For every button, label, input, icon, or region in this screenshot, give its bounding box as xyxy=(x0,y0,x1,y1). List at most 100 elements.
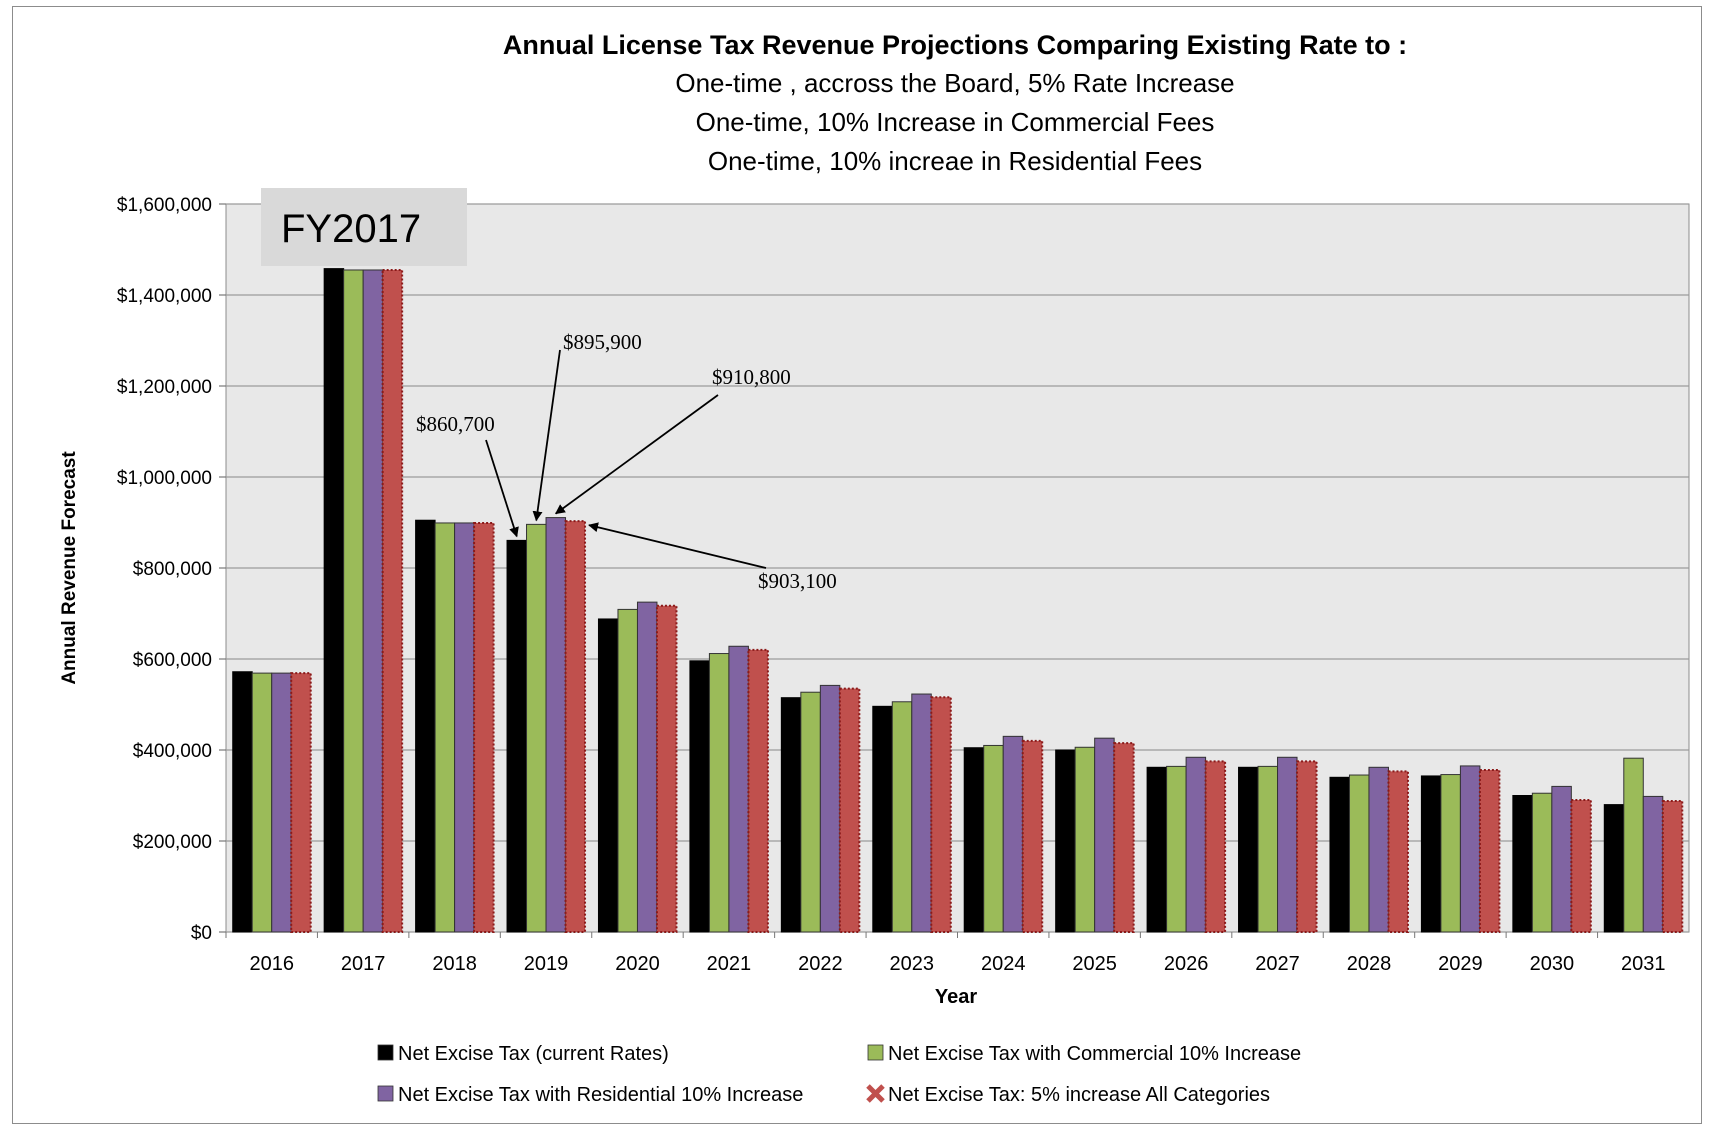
bar xyxy=(415,519,436,933)
bar xyxy=(1055,749,1076,933)
bar xyxy=(1420,775,1442,933)
bar xyxy=(1094,737,1115,933)
bar xyxy=(1348,774,1370,933)
bar xyxy=(708,653,730,933)
bar xyxy=(1329,776,1350,933)
x-tick-label: 2020 xyxy=(615,953,660,975)
bar xyxy=(323,268,345,933)
bar xyxy=(545,517,567,933)
legend-swatch-stroke xyxy=(866,1084,885,1103)
bar xyxy=(872,705,893,933)
x-tick-label: 2024 xyxy=(981,953,1026,975)
bar xyxy=(911,693,932,933)
x-tick-label: 2026 xyxy=(1164,953,1209,975)
x-tick-label: 2016 xyxy=(249,953,294,975)
legend-label: Net Excise Tax with Commercial 10% Incre… xyxy=(888,1043,1301,1065)
bar xyxy=(1296,760,1318,933)
bar xyxy=(636,601,658,933)
bar xyxy=(930,696,952,933)
bar xyxy=(454,522,475,933)
bar xyxy=(728,645,749,933)
legend-label: Net Excise Tax (current Rates) xyxy=(398,1043,669,1065)
bar xyxy=(1387,770,1409,934)
bar xyxy=(362,269,384,933)
annotation-label: $860,700 xyxy=(416,412,495,436)
x-axis-ticks: 2016 2017 2018 2019 2020 2021 2022 2023 2024 2025… xyxy=(225,932,1666,975)
bar xyxy=(473,521,495,934)
x-tick-label: 2028 xyxy=(1347,953,1392,975)
bar xyxy=(564,520,587,933)
legend-label: Net Excise Tax with Residential 10% Incr… xyxy=(398,1084,803,1106)
y-axis-label: Annual Revenue Forecast xyxy=(59,451,80,685)
bar xyxy=(1146,766,1168,933)
bar xyxy=(1551,785,1572,933)
legend-swatch xyxy=(867,1044,884,1061)
x-axis-label: Year xyxy=(935,986,977,1008)
bar xyxy=(1661,799,1684,934)
y-tick-label: $1,200,000 xyxy=(117,377,212,398)
bar xyxy=(1204,760,1227,933)
legend-label: Net Excise Tax: 5% increase All Categori… xyxy=(888,1084,1270,1106)
bar xyxy=(290,672,312,933)
bar xyxy=(1459,765,1481,933)
y-tick-label: $1,000,000 xyxy=(117,468,212,489)
bar xyxy=(506,539,528,933)
legend-swatch xyxy=(866,1084,885,1103)
bar xyxy=(343,269,364,933)
x-tick-label: 2021 xyxy=(707,953,752,975)
bar xyxy=(251,672,273,933)
bar xyxy=(232,671,253,933)
bar xyxy=(838,687,861,934)
bar xyxy=(1002,735,1024,933)
y-tick-label: $0 xyxy=(191,923,212,944)
fy2017-callout-box xyxy=(261,188,467,266)
x-tick-label: 2019 xyxy=(524,953,569,975)
bar xyxy=(617,608,638,933)
y-axis-ticks: $0 $200,000 $400,000 $600,000 $800,000 $1,000… xyxy=(117,195,226,944)
annotation-arrow xyxy=(554,394,719,515)
chart-title: Annual License Tax Revenue Projections C… xyxy=(503,30,1407,176)
title-line-1: Annual License Tax Revenue Projections C… xyxy=(503,30,1407,60)
bar xyxy=(1185,756,1207,933)
bar xyxy=(1074,746,1096,933)
bar xyxy=(963,747,985,933)
bar xyxy=(1021,739,1044,934)
y-tick-label: $1,400,000 xyxy=(117,286,212,307)
bar xyxy=(1512,795,1533,933)
bar xyxy=(1238,766,1259,933)
x-tick-label: 2025 xyxy=(1072,953,1117,975)
bar xyxy=(1623,757,1644,933)
x-tick-label: 2017 xyxy=(341,953,386,975)
bar xyxy=(381,268,404,934)
title-line-4: One-time, 10% increae in Residential Fee… xyxy=(708,146,1202,176)
bar xyxy=(597,618,619,933)
x-tick-label: 2029 xyxy=(1438,953,1483,975)
bar xyxy=(1368,766,1389,933)
bar xyxy=(1531,792,1553,933)
bar xyxy=(1440,774,1461,933)
bar xyxy=(800,691,821,933)
y-tick-label: $400,000 xyxy=(133,741,212,762)
legend-swatch xyxy=(377,1085,394,1102)
bar xyxy=(891,701,913,933)
legend: Net Excise Tax (current Rates) Net Excise… xyxy=(377,1043,1301,1106)
bar xyxy=(819,684,841,933)
legend-swatch xyxy=(377,1044,394,1061)
fy2017-callout: FY2017 xyxy=(261,188,467,266)
bar xyxy=(434,522,456,933)
bar xyxy=(747,648,769,934)
bar xyxy=(1642,795,1664,933)
bars xyxy=(232,268,1684,934)
x-tick-label: 2027 xyxy=(1255,953,1300,975)
y-tick-label: $800,000 xyxy=(133,559,212,580)
bar xyxy=(1570,799,1592,933)
x-tick-label: 2023 xyxy=(890,953,935,975)
annotation-label: $910,800 xyxy=(712,365,791,389)
annotations: $860,700 $895,900 $910,800 $903,100 xyxy=(416,330,837,593)
bar xyxy=(1113,742,1135,933)
bar xyxy=(780,697,802,933)
title-line-2: One-time , accross the Board, 5% Rate In… xyxy=(675,68,1234,98)
x-tick-label: 2022 xyxy=(798,953,843,975)
x-tick-label: 2031 xyxy=(1621,953,1666,975)
annotation-arrow xyxy=(532,349,561,522)
